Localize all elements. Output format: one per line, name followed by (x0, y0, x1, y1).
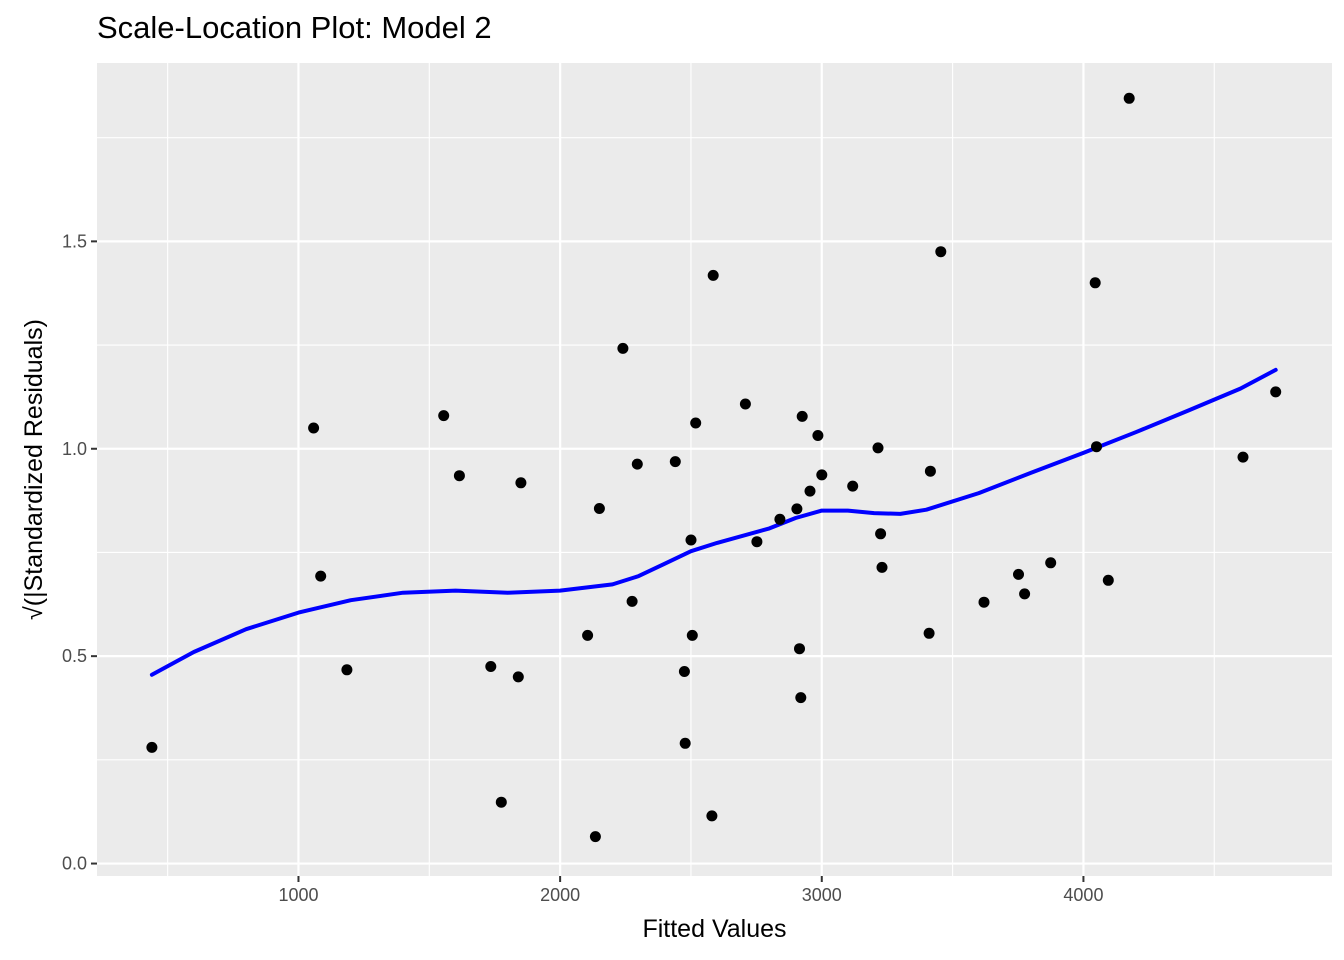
data-point (1013, 568, 1024, 580)
data-point (875, 528, 887, 540)
chart-title: Scale-Location Plot: Model 2 (97, 10, 492, 45)
data-point (679, 737, 691, 749)
data-point (582, 629, 594, 641)
data-points (146, 92, 1282, 843)
data-point (876, 561, 888, 573)
data-point (690, 417, 702, 429)
plot-panel (97, 63, 1332, 876)
data-point (589, 831, 601, 843)
data-point (812, 430, 824, 441)
data-point (438, 410, 450, 422)
data-point (308, 422, 320, 434)
data-point (512, 671, 524, 683)
data-point (617, 342, 629, 354)
x-tick-label: 4000 (1063, 885, 1103, 905)
data-point (1091, 441, 1102, 453)
major-gridlines (97, 63, 1332, 876)
data-point (593, 503, 605, 514)
data-point (706, 810, 718, 822)
data-point (1045, 557, 1057, 569)
data-point (791, 503, 803, 515)
data-point (794, 643, 805, 655)
x-tick-label: 1000 (278, 885, 318, 905)
data-point (1019, 588, 1031, 600)
data-point (795, 692, 807, 704)
data-point (1102, 574, 1114, 586)
minor-gridlines (97, 63, 1332, 876)
data-point (453, 470, 465, 482)
data-point (774, 513, 786, 525)
data-point (495, 796, 507, 808)
data-point (739, 398, 751, 410)
data-point (707, 269, 719, 281)
data-point (146, 741, 158, 753)
data-point (1123, 92, 1135, 104)
smooth-trend-line (149, 367, 1278, 677)
data-point (816, 469, 828, 481)
data-point (847, 480, 859, 492)
data-point (626, 595, 638, 607)
data-point (685, 534, 697, 546)
data-point (872, 442, 884, 454)
data-point (515, 477, 527, 489)
data-point (923, 627, 935, 639)
data-point (1089, 277, 1101, 289)
data-point (935, 246, 947, 258)
y-tick-label: 1.0 (62, 439, 87, 459)
data-point (678, 666, 690, 677)
data-point (341, 664, 353, 676)
data-point (631, 458, 643, 470)
data-point (1237, 451, 1249, 463)
axis-ticks (91, 240, 1085, 882)
data-point (796, 410, 808, 422)
data-point (315, 570, 327, 582)
data-point (924, 465, 936, 477)
tick-labels: 1000 2000 3000 4000 0.0 0.5 1.0 1.5 (62, 231, 1103, 905)
data-point (751, 536, 763, 548)
y-tick-label: 0.5 (62, 646, 87, 666)
data-point (1270, 386, 1282, 398)
y-tick-label: 1.5 (62, 231, 87, 251)
y-tick-label: 0.0 (62, 854, 87, 874)
x-tick-label: 3000 (802, 885, 842, 905)
data-point (804, 485, 816, 497)
data-point (686, 629, 698, 641)
data-point (978, 596, 990, 608)
data-point (485, 661, 497, 672)
data-point (669, 456, 681, 468)
x-axis-title: Fitted Values (642, 915, 786, 943)
y-axis-title: √(|Standardized Residuals) (20, 319, 48, 620)
x-tick-label: 2000 (540, 885, 580, 905)
